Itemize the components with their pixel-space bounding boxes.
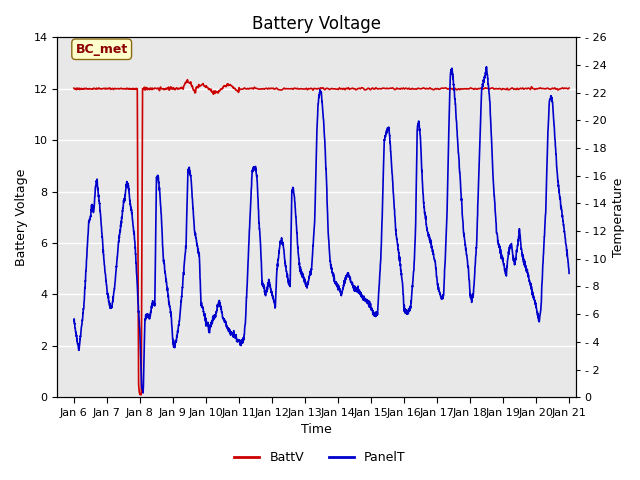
Title: Battery Voltage: Battery Voltage [252,15,381,33]
Text: BC_met: BC_met [76,43,128,56]
Y-axis label: Battery Voltage: Battery Voltage [15,168,28,266]
Y-axis label: Temperature: Temperature [612,178,625,257]
X-axis label: Time: Time [301,423,332,436]
Legend: BattV, PanelT: BattV, PanelT [229,446,411,469]
